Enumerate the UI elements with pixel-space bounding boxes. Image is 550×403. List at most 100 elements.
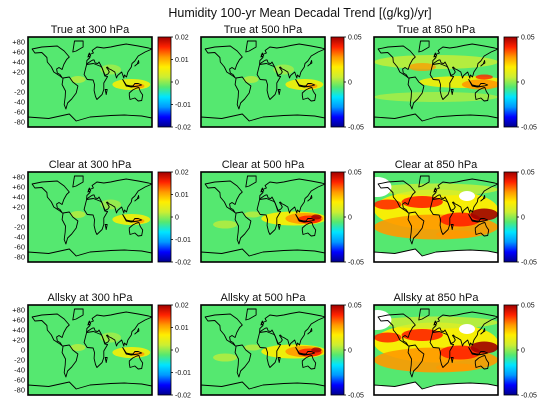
coastline bbox=[418, 308, 430, 321]
coastline bbox=[256, 63, 282, 100]
colorbar-tick-label: 0 bbox=[348, 80, 352, 87]
colorbar-tick-label: -0.02 bbox=[175, 125, 191, 132]
colorbar-tick-label: 0 bbox=[521, 215, 525, 222]
coastline bbox=[28, 248, 152, 262]
coastline bbox=[31, 45, 70, 79]
coastline bbox=[61, 344, 79, 378]
coastline bbox=[87, 52, 92, 58]
trend-patch bbox=[244, 211, 262, 218]
colorbar-tick-label: -0.01 bbox=[175, 370, 191, 377]
map-frame bbox=[27, 304, 153, 396]
chart-title: Humidity 100-yr Mean Decadal Trend [(g/k… bbox=[168, 6, 431, 20]
trend-patch bbox=[213, 220, 238, 229]
trend-patch bbox=[70, 344, 86, 351]
coastline bbox=[83, 63, 109, 100]
coastline bbox=[245, 308, 257, 321]
lat-tick-label: +40 bbox=[12, 58, 25, 67]
coastline bbox=[377, 313, 416, 347]
map-frame bbox=[373, 304, 499, 396]
trend-patch bbox=[243, 76, 259, 83]
colorbar-tick-label: 0.05 bbox=[348, 170, 362, 177]
map-frame bbox=[200, 171, 326, 263]
panel-grid: True at 300 hPa+80+60+40+200-20-40-60-80… bbox=[12, 24, 537, 400]
coastline bbox=[474, 222, 490, 237]
trend-patch bbox=[374, 199, 402, 210]
coastline bbox=[450, 357, 454, 363]
colorbar-tick-label: 0 bbox=[175, 80, 179, 87]
trend-patch bbox=[112, 79, 151, 90]
lat-tick-label: 0 bbox=[21, 213, 25, 222]
panel-title: True at 850 hPa bbox=[397, 24, 476, 36]
lat-tick-label: -40 bbox=[14, 366, 25, 375]
panel-title: Clear at 300 hPa bbox=[49, 159, 132, 171]
coastline bbox=[301, 355, 317, 370]
lat-tick-label: -20 bbox=[14, 88, 25, 97]
panel-title: Clear at 500 hPa bbox=[222, 159, 305, 171]
colorbar-tick-label: -0.01 bbox=[175, 237, 191, 244]
coastline bbox=[128, 222, 144, 237]
coastline bbox=[245, 175, 257, 188]
map-frame bbox=[200, 304, 326, 396]
coastline bbox=[201, 381, 325, 395]
panel-title: True at 500 hPa bbox=[224, 24, 303, 36]
missing-data-patch bbox=[374, 310, 392, 330]
coastline bbox=[201, 113, 325, 127]
coastline bbox=[72, 40, 84, 53]
trend-patch bbox=[70, 76, 86, 83]
colorbar bbox=[503, 36, 518, 128]
colorbar-tick-label: 0.05 bbox=[348, 35, 362, 42]
lat-tick-label: -40 bbox=[14, 98, 25, 107]
colorbar-tick-label: 0.01 bbox=[175, 192, 189, 199]
colorbar-tick-label: 0.01 bbox=[175, 57, 189, 64]
colorbar bbox=[503, 304, 518, 396]
lat-tick-label: -80 bbox=[14, 253, 25, 262]
coastline bbox=[122, 214, 143, 223]
coastline bbox=[134, 328, 140, 335]
coastline bbox=[480, 328, 486, 335]
coastline bbox=[134, 60, 140, 67]
coastline bbox=[407, 76, 425, 110]
coastline bbox=[31, 180, 70, 214]
coastline bbox=[260, 52, 265, 58]
colorbar bbox=[157, 304, 172, 396]
colorbar-tick-label: 0.02 bbox=[175, 170, 189, 177]
colorbar-tick-label: -0.05 bbox=[348, 393, 364, 400]
coastline bbox=[61, 211, 79, 245]
lat-tick-label: -60 bbox=[14, 376, 25, 385]
colorbar-tick-label: 0.01 bbox=[175, 325, 189, 332]
coastline bbox=[433, 52, 438, 58]
coastline bbox=[201, 248, 325, 262]
colorbar-tick-label: 0.02 bbox=[175, 35, 189, 42]
trend-patch bbox=[285, 79, 324, 90]
coastline bbox=[433, 320, 438, 326]
colorbar-tick-label: -0.05 bbox=[521, 125, 537, 132]
coastline bbox=[28, 381, 152, 395]
trend-patch bbox=[374, 332, 402, 343]
colorbar-tick-label: 0.05 bbox=[521, 303, 535, 310]
colorbar-tick-label: 0.05 bbox=[521, 35, 535, 42]
trend-patch bbox=[311, 214, 322, 220]
coastline bbox=[204, 45, 243, 79]
coastline bbox=[122, 347, 143, 356]
coastline bbox=[72, 308, 84, 321]
trend-patch bbox=[112, 347, 151, 358]
coastline bbox=[407, 211, 425, 245]
trend-patch bbox=[461, 79, 498, 90]
coastline bbox=[234, 211, 252, 245]
missing-data-patch bbox=[374, 177, 392, 197]
coastline bbox=[122, 79, 143, 88]
lat-tick-label: +20 bbox=[12, 203, 25, 212]
coastline bbox=[374, 113, 498, 127]
lat-tick-label: +60 bbox=[12, 183, 25, 192]
panel-title: True at 300 hPa bbox=[51, 24, 130, 36]
coastline bbox=[307, 195, 313, 202]
coastline bbox=[295, 347, 316, 356]
lat-tick-label: -20 bbox=[14, 223, 25, 232]
coastline bbox=[468, 79, 489, 88]
colorbar-tick-label: -0.02 bbox=[175, 260, 191, 267]
panel-title: Allsky at 850 hPa bbox=[394, 292, 480, 304]
coastline bbox=[377, 45, 416, 79]
coastline bbox=[87, 187, 92, 193]
coastline bbox=[307, 60, 313, 67]
